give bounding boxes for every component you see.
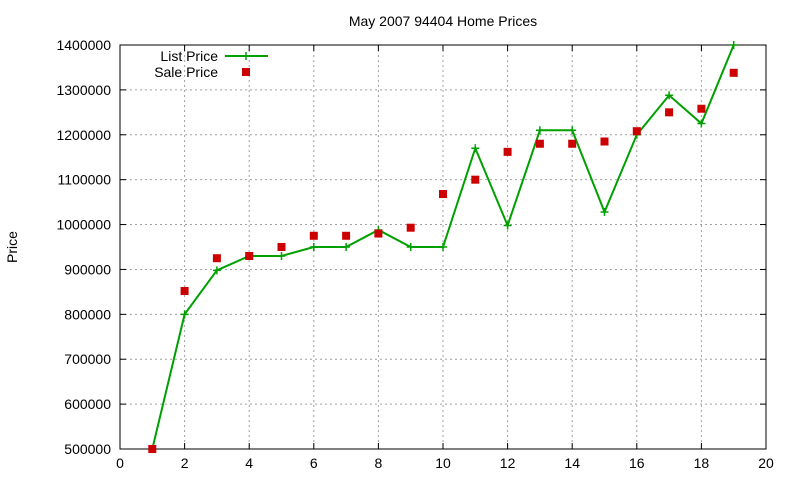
square-point	[374, 229, 383, 238]
y-tick-label: 800000	[64, 306, 111, 322]
plus-point	[697, 119, 706, 128]
square-point	[180, 286, 189, 295]
plus-point	[212, 266, 221, 275]
square-point	[600, 137, 609, 146]
plus-point	[600, 207, 609, 216]
square-point	[535, 139, 544, 148]
y-axis-label: Price	[4, 231, 20, 263]
square-point	[632, 127, 641, 136]
plus-point	[568, 126, 577, 135]
plus-point	[309, 243, 318, 251]
x-tick-label: 16	[629, 455, 645, 471]
y-tick-label: 700000	[64, 351, 111, 367]
y-tick-label: 600000	[64, 396, 111, 412]
plus-point	[503, 221, 512, 230]
y-tick-label: 500000	[64, 441, 111, 457]
x-tick-label: 20	[758, 455, 774, 471]
tick-marks	[119, 44, 767, 450]
square-point	[309, 231, 318, 240]
square-point	[148, 445, 157, 453]
square-point	[439, 190, 447, 199]
square-point	[245, 251, 254, 260]
square-point	[729, 68, 738, 77]
x-tick-label: 18	[694, 455, 710, 471]
y-tick-label: 1300000	[56, 82, 111, 98]
square-point	[277, 243, 286, 251]
plus-point	[277, 251, 286, 260]
plus-point	[342, 243, 351, 251]
square-point	[568, 139, 577, 148]
x-tick-label: 6	[310, 455, 318, 471]
legend-item: Sale Price	[154, 64, 250, 80]
legend-plus-marker	[242, 52, 250, 60]
legend-label: Sale Price	[154, 64, 218, 80]
grid	[120, 45, 766, 449]
data-series	[148, 41, 738, 453]
plus-point	[406, 243, 415, 251]
square-point	[342, 231, 351, 240]
plus-point	[471, 144, 480, 153]
y-axis-tick-labels: 500000 600000 700000 800000 900000 1000000 110…	[56, 37, 111, 457]
y-tick-label: 1000000	[56, 217, 111, 233]
plus-point	[439, 243, 447, 251]
x-axis-tick-labels: 0 2 4 6 8 10 12 14 16 18 20	[116, 455, 774, 471]
y-tick-label: 1200000	[56, 127, 111, 143]
plus-point	[665, 91, 674, 100]
square-point	[503, 147, 512, 156]
legend-item: List Price	[160, 48, 268, 64]
square-point	[471, 175, 480, 184]
plus-point	[729, 41, 738, 49]
plus-point	[535, 126, 544, 135]
y-tick-label: 1100000	[58, 172, 112, 188]
x-tick-label: 8	[375, 455, 383, 471]
x-tick-label: 10	[435, 455, 451, 471]
x-tick-label: 2	[181, 455, 189, 471]
y-tick-label: 900000	[64, 261, 111, 277]
x-tick-label: 12	[500, 455, 516, 471]
plus-point	[180, 310, 189, 319]
y-tick-label: 1400000	[56, 37, 111, 53]
series-sale-price	[148, 68, 738, 453]
x-tick-label: 0	[116, 455, 124, 471]
square-point	[697, 104, 706, 113]
chart-title: May 2007 94404 Home Prices	[349, 13, 537, 29]
legend-square-marker	[242, 68, 250, 76]
square-point	[212, 254, 221, 263]
square-point	[665, 108, 674, 117]
legend-label: List Price	[160, 48, 218, 64]
x-tick-label: 4	[245, 455, 253, 471]
x-tick-label: 14	[564, 455, 580, 471]
square-point	[406, 223, 415, 232]
